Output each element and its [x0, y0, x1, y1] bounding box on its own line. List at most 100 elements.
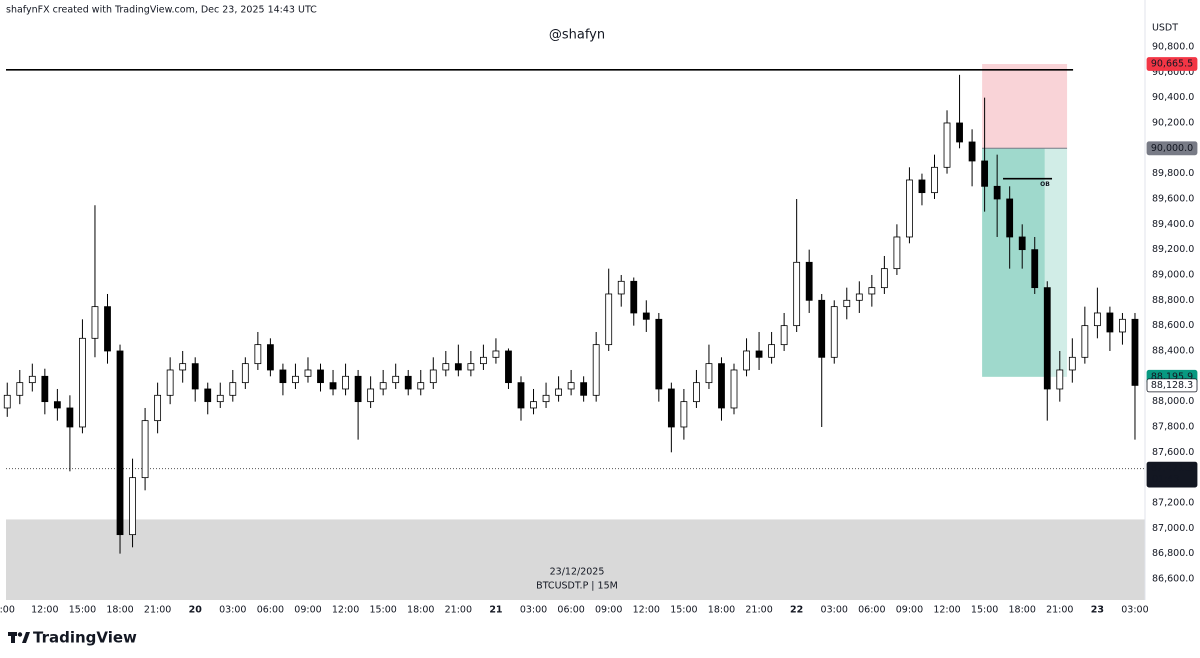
- x-tick-label: 20: [189, 605, 203, 616]
- x-tick-label: :00: [0, 605, 15, 616]
- y-tick-label: 88,400.0: [1152, 345, 1194, 356]
- y-tick-label: 87,800.0: [1152, 421, 1194, 432]
- candle-body: [229, 382, 237, 396]
- candle-body: [53, 401, 61, 409]
- y-tick-label: 87,600.0: [1152, 447, 1194, 458]
- candle-body: [642, 312, 650, 320]
- candle: [1093, 287, 1101, 339]
- candle-body: [830, 306, 838, 358]
- x-tick-label: 06:00: [557, 605, 584, 616]
- x-tick-label: 09:00: [294, 605, 321, 616]
- candle-body: [818, 299, 826, 358]
- x-tick-label: 22: [790, 605, 803, 616]
- candle-body: [204, 388, 212, 403]
- candle-body: [1131, 318, 1139, 386]
- y-tick-label: 89,800.0: [1152, 168, 1194, 179]
- candle: [1106, 306, 1114, 351]
- candle: [680, 388, 688, 440]
- price-label: 87,471.3: [1151, 463, 1193, 474]
- candle-body: [555, 388, 562, 396]
- x-tick-label: 03:00: [821, 605, 848, 616]
- price-label-box: [1146, 141, 1198, 156]
- candle: [104, 293, 111, 364]
- zone-date: 23/12/2025: [550, 567, 605, 578]
- candle: [254, 331, 262, 370]
- watermark: @shafyn: [549, 28, 605, 43]
- candle: [166, 357, 174, 405]
- x-tick-label: 18:00: [1009, 605, 1036, 616]
- candle-body: [104, 306, 111, 352]
- x-tick-label: 12:00: [633, 605, 660, 616]
- candle-body: [592, 344, 600, 396]
- candle: [805, 249, 813, 313]
- candle-body: [617, 280, 625, 295]
- candle-body: [605, 293, 613, 346]
- candle-body: [166, 369, 174, 396]
- candle-body: [805, 261, 813, 301]
- x-tick-label: 18:00: [407, 605, 434, 616]
- candle: [342, 363, 349, 396]
- candle-body: [342, 375, 349, 390]
- candle: [429, 357, 437, 389]
- candle: [304, 357, 312, 383]
- candle: [216, 382, 224, 408]
- candle-body: [943, 122, 951, 168]
- x-tick-label: 21:00: [745, 605, 772, 616]
- y-tick-label: 88,000.0: [1152, 396, 1194, 407]
- y-tick-label: 88,800.0: [1152, 295, 1194, 306]
- candle: [743, 338, 750, 377]
- candle-body: [693, 382, 700, 403]
- candle-body: [266, 344, 274, 371]
- candle-body: [768, 344, 775, 358]
- candle: [1006, 186, 1014, 269]
- candle-body: [718, 363, 725, 409]
- candle-body: [1093, 312, 1101, 327]
- x-tick-label: 15:00: [971, 605, 998, 616]
- candle: [505, 348, 512, 389]
- y-tick-label: 90,800.0: [1152, 41, 1194, 52]
- candle-body: [793, 261, 801, 327]
- x-tick-label: 09:00: [896, 605, 923, 616]
- candle-body: [467, 363, 475, 371]
- x-tick-label: 21: [489, 605, 502, 616]
- candle: [718, 357, 725, 421]
- x-tick-label: 03:00: [1121, 605, 1148, 616]
- candle-body: [442, 363, 450, 371]
- y-tick-label: 90,600.0: [1152, 67, 1194, 78]
- candle-body: [129, 477, 136, 536]
- candle-body: [292, 375, 299, 384]
- candle-body: [329, 382, 337, 390]
- candle: [28, 363, 36, 392]
- candle: [893, 224, 901, 275]
- candle-body: [993, 185, 1001, 200]
- candle: [279, 363, 287, 396]
- candle-body: [655, 318, 663, 390]
- candle-body: [743, 350, 750, 371]
- candle: [16, 369, 24, 405]
- brand-logo: [8, 632, 30, 643]
- candle: [329, 369, 337, 396]
- candle-body: [1043, 287, 1051, 390]
- candle-body: [379, 382, 387, 390]
- candle-body: [931, 166, 938, 194]
- candle: [1056, 350, 1064, 402]
- x-tick-label: 06:00: [257, 605, 284, 616]
- candle-body: [3, 394, 11, 409]
- candle-body: [404, 375, 412, 390]
- x-tick-label: 06:00: [858, 605, 885, 616]
- candle-body: [968, 141, 976, 162]
- candle: [855, 281, 863, 313]
- candle-body: [1018, 236, 1026, 251]
- candle: [931, 154, 938, 199]
- candle-body: [1081, 325, 1089, 358]
- y-tick-label: 87,200.0: [1152, 497, 1194, 508]
- candle-body: [893, 236, 901, 270]
- candle: [492, 338, 500, 364]
- candle-body: [492, 350, 500, 358]
- candle: [517, 376, 525, 421]
- candle: [129, 458, 136, 548]
- x-tick-label: 12:00: [933, 605, 960, 616]
- candle: [417, 369, 425, 396]
